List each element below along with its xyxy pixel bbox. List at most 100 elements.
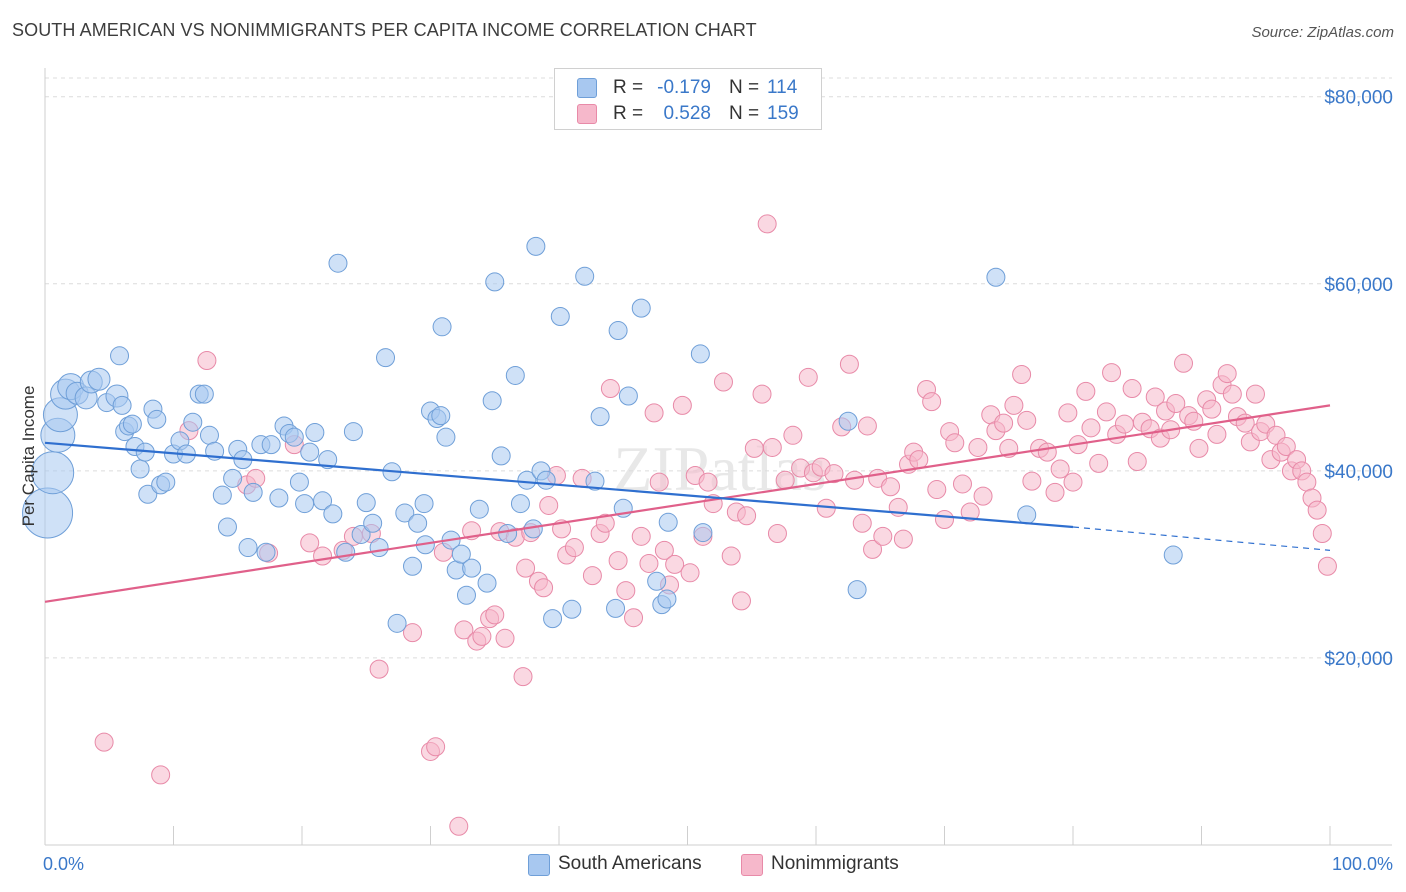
blue-point <box>414 494 434 514</box>
blue-point <box>318 450 338 470</box>
pink-point <box>839 354 859 374</box>
pink-point <box>994 413 1014 433</box>
pink-point <box>1312 524 1332 544</box>
blue-point <box>485 272 505 292</box>
pink-point <box>1096 402 1116 422</box>
pink-point <box>1063 472 1083 492</box>
pink-point <box>968 437 988 457</box>
pink-point <box>1050 459 1070 479</box>
pink-point <box>1037 442 1057 462</box>
y-tick-label: $60,000 <box>1324 275 1393 296</box>
source-label: Source: ZipAtlas.com <box>1251 24 1394 41</box>
blue-point <box>395 503 415 523</box>
blue-point <box>631 298 651 318</box>
pink-point <box>713 372 733 392</box>
pink-point <box>1207 424 1227 444</box>
pink-point <box>1102 363 1122 383</box>
pink-point <box>1317 556 1337 576</box>
pink-point <box>369 659 389 679</box>
pink-point <box>935 509 954 529</box>
blue-point <box>408 513 428 533</box>
blue-point <box>618 386 638 406</box>
pink-swatch <box>741 854 763 876</box>
blue-point <box>183 412 203 432</box>
pink-point <box>757 214 777 234</box>
pink-point <box>762 437 782 457</box>
pink-point <box>775 470 795 490</box>
blue-point <box>243 482 263 502</box>
pink-point <box>960 502 980 522</box>
pink-point <box>1145 387 1165 407</box>
blue-point <box>31 451 75 495</box>
pink-point <box>624 608 644 628</box>
r-label: R = <box>613 77 644 98</box>
legend-row-blue: R = -0.179 N = 114 <box>555 75 821 101</box>
blue-point <box>256 542 276 562</box>
legend-label: South Americans <box>558 853 702 874</box>
pink-point <box>1189 438 1209 458</box>
blue-point <box>847 580 867 600</box>
pink-point <box>1202 399 1222 419</box>
pink-trend-line <box>44 404 1331 603</box>
n-value: 114 <box>767 77 798 98</box>
r-value: -0.179 <box>657 77 711 98</box>
pink-point <box>426 737 446 757</box>
blue-point <box>305 423 325 443</box>
blue-swatch <box>577 78 597 98</box>
n-label: N = <box>729 77 760 98</box>
blue-point <box>138 484 158 504</box>
blue-point <box>323 504 343 524</box>
pink-point <box>582 566 602 586</box>
legend-label: Nonimmigrants <box>771 853 899 874</box>
pink-point <box>1307 500 1327 520</box>
blue-point <box>550 307 570 327</box>
pink-point <box>485 605 505 625</box>
pink-point <box>824 464 844 484</box>
blue-point <box>606 598 626 618</box>
blue-trend-extension <box>1072 526 1331 551</box>
pink-point <box>539 495 559 515</box>
blue-point <box>194 384 214 404</box>
blue-point <box>838 411 858 431</box>
blue-point <box>690 344 710 364</box>
correlation-legend: R = -0.179 N = 114 R = 0.528 N = 159 <box>554 68 822 130</box>
blue-point <box>300 442 320 462</box>
y-tick-label: $80,000 <box>1324 88 1393 109</box>
pink-point <box>893 529 913 549</box>
blue-point <box>543 609 563 629</box>
blue-point <box>313 491 333 511</box>
r-label: R = <box>613 103 644 124</box>
pink-point <box>863 539 883 559</box>
blue-point <box>403 556 423 576</box>
blue-point <box>284 427 304 447</box>
pink-point <box>1245 384 1265 404</box>
pink-point <box>534 578 554 598</box>
pink-point <box>783 425 803 445</box>
y-axis-label: Per Capita Income <box>19 386 38 527</box>
x-tick-labels: 0.0% 100.0% <box>43 854 1393 874</box>
pink-point <box>744 438 764 458</box>
pink-point <box>454 620 474 640</box>
pink-point <box>909 450 929 470</box>
blue-point <box>156 472 176 492</box>
y-tick-label: $20,000 <box>1324 649 1393 670</box>
blue-point <box>986 267 1006 287</box>
blue-point <box>130 459 150 479</box>
pink-point <box>767 524 787 544</box>
pink-point <box>680 563 700 583</box>
pink-point <box>737 506 757 526</box>
pink-point <box>600 379 620 399</box>
blue-point <box>431 406 451 426</box>
pink-point <box>698 472 718 492</box>
blue-point <box>343 422 363 442</box>
blue-point <box>269 488 289 508</box>
blue-point <box>517 470 537 490</box>
n-value: 159 <box>767 103 799 124</box>
pink-point <box>449 816 469 836</box>
blue-point <box>212 485 232 505</box>
blue-point <box>526 236 546 256</box>
blue-point <box>590 407 610 427</box>
blue-point <box>261 435 281 455</box>
pink-point <box>952 474 972 494</box>
blue-point <box>451 544 471 564</box>
